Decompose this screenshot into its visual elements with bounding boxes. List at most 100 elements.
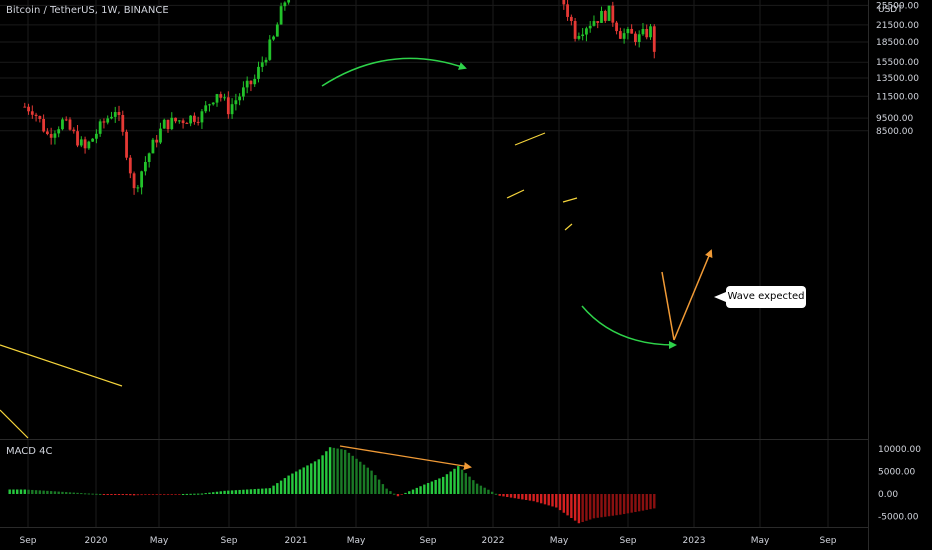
macd-bar: [144, 494, 147, 496]
macd-bar: [536, 494, 539, 503]
macd-bar: [87, 493, 91, 495]
macd-bar: [479, 485, 483, 494]
indicator-label[interactable]: MACD 4C: [6, 446, 53, 457]
macd-bar: [649, 494, 652, 510]
candle-body: [181, 120, 185, 124]
macd-bar: [121, 494, 124, 495]
candle-body: [159, 128, 162, 143]
macd-bar: [117, 494, 121, 495]
macd-bar: [283, 478, 287, 494]
trend-drawings[interactable]: [0, 57, 713, 470]
macd-bar: [517, 494, 520, 499]
macd-bar: [57, 491, 60, 494]
macd-bar: [653, 494, 656, 509]
candle-body: [68, 119, 72, 130]
macd-bar: [196, 493, 200, 495]
green-arc-arrow-top[interactable]: [321, 57, 467, 87]
macd-bar: [193, 493, 196, 495]
yellow-trendline-lower[interactable]: [0, 409, 29, 439]
macd-bar: [276, 483, 279, 494]
candle-body: [588, 25, 592, 29]
yellow-flag2-top[interactable]: [562, 197, 578, 203]
macd-bar: [328, 447, 332, 494]
candle-body: [121, 114, 125, 132]
orange-path-up[interactable]: [673, 249, 713, 341]
macd-bar: [189, 493, 192, 495]
candle-body: [162, 119, 166, 129]
candle-body: [57, 129, 61, 134]
candle-body: [245, 80, 249, 88]
candle-body: [215, 94, 219, 103]
time-axis-labels[interactable]: Sep 2020 May Sep 2021 May Sep 2022 May Sep 2023 May…: [20, 536, 837, 546]
wave-expected-callout[interactable]: Wave expected: [714, 286, 806, 308]
macd-bar: [611, 494, 615, 516]
macd-bar: [234, 490, 238, 494]
macd-bar: [257, 488, 260, 494]
macd-bar: [317, 459, 320, 494]
candle-body: [287, 0, 291, 3]
yellow-flag2-bottom[interactable]: [564, 223, 573, 231]
macd-bar: [91, 493, 94, 495]
chart-title[interactable]: Bitcoin / TetherUS, 1W, BINANCE: [6, 5, 169, 16]
macd-bar: [8, 489, 11, 494]
orange-path-down[interactable]: [661, 271, 675, 341]
currency-label: USDT: [878, 5, 903, 15]
macd-bar: [408, 491, 411, 494]
macd-bar: [343, 449, 347, 494]
candle-body: [577, 36, 581, 39]
price-tick-label: 25500.00: [876, 1, 919, 11]
macd-bar: [441, 476, 445, 494]
candle-body: [102, 121, 106, 123]
time-tick-label: Sep: [620, 536, 637, 546]
macd-bar: [272, 485, 275, 494]
macd-bar: [34, 490, 38, 494]
macd-bar: [472, 480, 475, 494]
macd-bar: [310, 463, 313, 494]
macd-bar: [528, 494, 532, 501]
macd-bar: [596, 494, 599, 518]
macd-tick-label: -5000.00: [878, 513, 919, 523]
candle-body: [652, 26, 656, 52]
macd-bar: [377, 479, 381, 494]
green-arc-arrow-bottom[interactable]: [581, 305, 677, 349]
yellow-trendline-upper[interactable]: [0, 344, 123, 387]
macd-bar: [102, 494, 106, 495]
macd-tick-label: 5000.00: [878, 468, 915, 478]
candle-body: [226, 97, 230, 115]
macd-bar: [400, 494, 403, 495]
macd-histogram: [8, 447, 656, 524]
macd-bar: [19, 489, 23, 494]
macd-bar: [325, 451, 328, 494]
candle-body: [268, 39, 272, 60]
macd-bar: [370, 470, 373, 494]
macd-bar: [200, 493, 204, 495]
macd-divergence-arrow[interactable]: [339, 445, 472, 470]
yellow-flag-top[interactable]: [514, 132, 546, 146]
macd-bar: [159, 494, 162, 495]
macd-bar: [570, 494, 573, 518]
macd-bar: [114, 494, 117, 495]
candle-body: [140, 171, 144, 188]
macd-axis-labels[interactable]: 10000.00 5000.00 0.00 -5000.00: [878, 445, 921, 523]
candle-body: [234, 100, 238, 105]
macd-bar: [637, 494, 641, 512]
time-tick-label: Sep: [20, 536, 37, 546]
price-tick-label: 15500.00: [876, 58, 919, 68]
candle-body: [649, 26, 652, 38]
macd-bar: [268, 488, 271, 494]
candle-body: [283, 2, 287, 7]
macd-bar: [242, 489, 245, 494]
time-tick-label: 2021: [285, 536, 308, 546]
macd-bar: [261, 488, 264, 494]
macd-bar: [291, 473, 294, 494]
candle-body: [143, 161, 147, 172]
candle-body: [192, 115, 196, 122]
macd-bar: [453, 468, 456, 494]
macd-bar: [419, 486, 422, 494]
price-axis-labels[interactable]: 90000.0075000.0063000.0055000.0047500.00…: [876, 0, 919, 137]
yellow-flag-bottom[interactable]: [506, 189, 525, 199]
macd-bar: [607, 494, 611, 517]
candle-body: [607, 5, 611, 21]
macd-bar: [445, 474, 449, 494]
